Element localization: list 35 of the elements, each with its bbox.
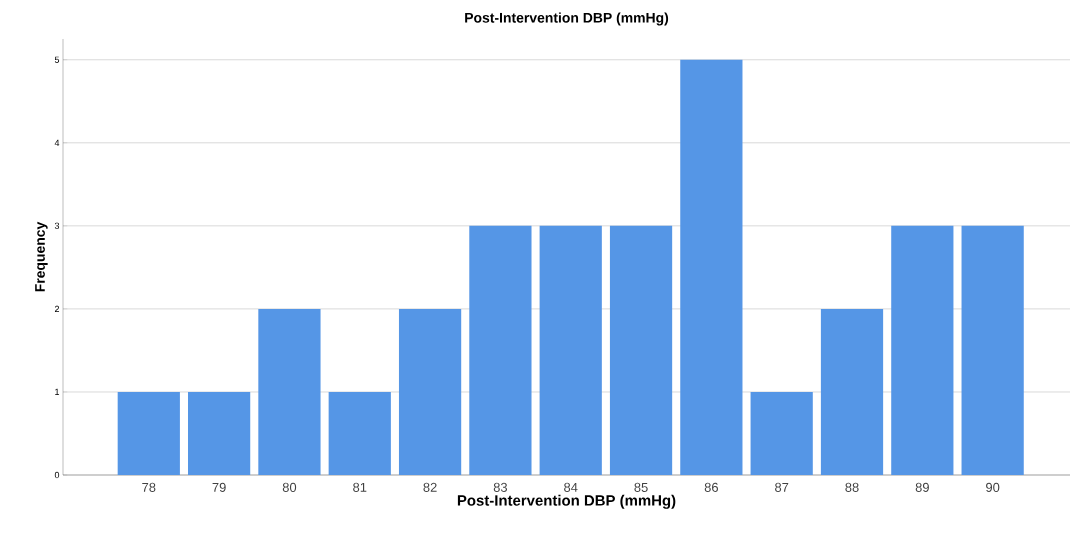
y-tick-label: 5 xyxy=(54,56,60,63)
x-tick-label: 86 xyxy=(704,482,718,492)
y-axis-title: Frequency xyxy=(35,221,48,292)
bar xyxy=(609,225,673,475)
y-tick-label: 2 xyxy=(54,305,60,313)
x-tick-label: 80 xyxy=(282,482,297,492)
x-tick-label: 90 xyxy=(986,482,1000,492)
x-tick-label: 89 xyxy=(915,482,929,492)
bar xyxy=(961,225,1024,475)
y-tick-label: 3 xyxy=(54,222,60,230)
x-tick-label: 82 xyxy=(423,482,437,492)
x-tick-label: 83 xyxy=(493,482,508,492)
bar xyxy=(469,225,532,475)
bar xyxy=(891,225,954,475)
bar xyxy=(328,391,391,475)
x-axis-title: Post-Intervention DBP (mmHg) xyxy=(457,494,676,509)
bar xyxy=(539,225,602,475)
x-tick-label: 79 xyxy=(212,482,226,492)
y-tick-label: 1 xyxy=(55,388,60,396)
x-tick-label: 87 xyxy=(775,482,789,492)
x-tick-label: 88 xyxy=(845,482,859,492)
bar xyxy=(398,308,462,475)
x-tick-label: 81 xyxy=(353,482,367,492)
x-tick-label: 85 xyxy=(634,482,648,492)
bar xyxy=(680,59,743,475)
bar xyxy=(820,308,884,475)
bar xyxy=(258,308,321,475)
bar xyxy=(750,391,813,475)
x-tick-label: 78 xyxy=(142,482,156,492)
bar xyxy=(188,391,251,475)
y-tick-label: 0 xyxy=(54,471,60,479)
x-tick-label: 84 xyxy=(564,482,578,492)
bar xyxy=(117,391,180,475)
y-tick-label: 4 xyxy=(54,139,60,146)
chart-title: Post-Intervention DBP (mmHg) xyxy=(465,12,669,26)
